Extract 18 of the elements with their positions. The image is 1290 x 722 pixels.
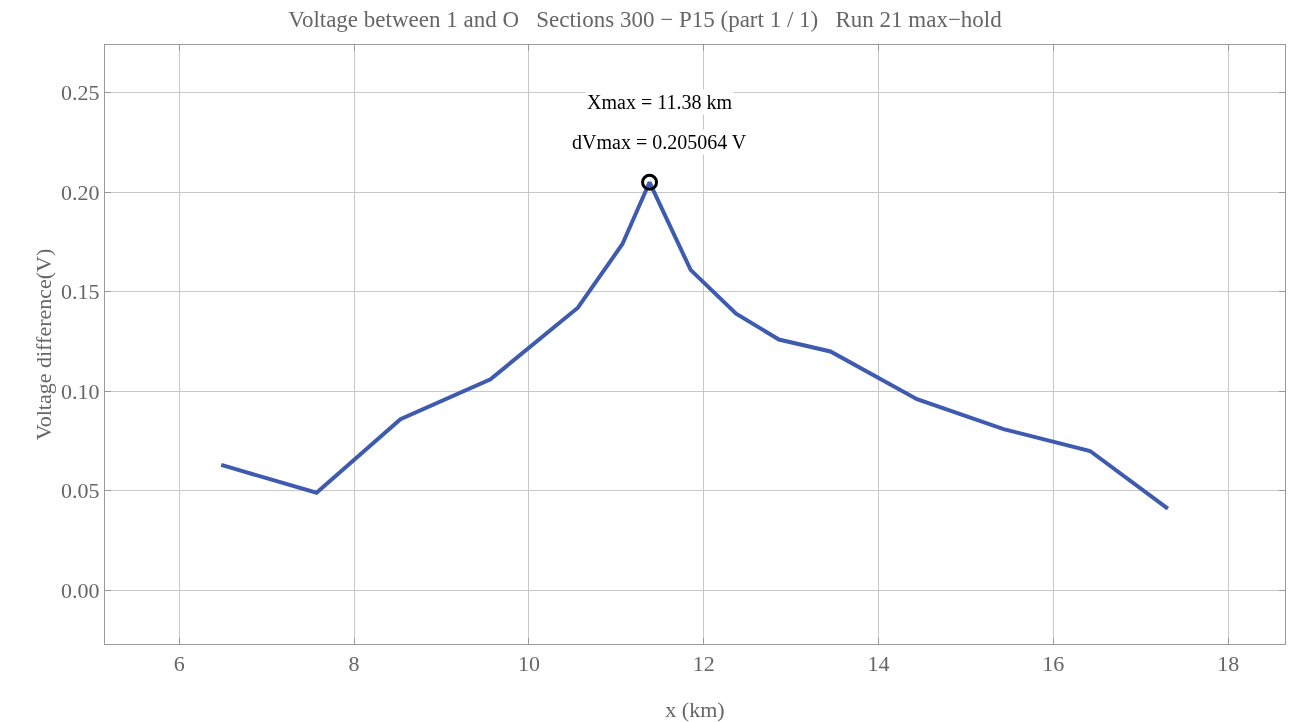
x-tick-label: 12 bbox=[692, 651, 715, 677]
x-tick-label: 18 bbox=[1217, 651, 1240, 677]
annotation: dVmax = 0.205064 V bbox=[572, 131, 747, 153]
y-tick-label: 0.00 bbox=[61, 577, 100, 603]
y-tick-label: 0.20 bbox=[61, 179, 100, 205]
x-tick-label: 6 bbox=[173, 651, 185, 677]
y-tick-label: 0.15 bbox=[61, 279, 100, 305]
y-tick-label: 0.25 bbox=[61, 80, 100, 106]
y-tick-label: 0.05 bbox=[61, 478, 100, 504]
x-tick-label: 14 bbox=[867, 651, 890, 677]
y-axis-title: Voltage difference(V) bbox=[31, 248, 56, 441]
x-tick-label: 16 bbox=[1042, 651, 1065, 677]
x-tick-label: 8 bbox=[348, 651, 360, 677]
annotation: Xmax = 11.38 km bbox=[587, 91, 733, 113]
chart-title: Voltage between 1 and O Sections 300 − P15 (part 1 / 1) Run 21 max−hold bbox=[288, 6, 1003, 32]
y-tick-label: 0.10 bbox=[61, 378, 100, 404]
x-tick-label: 10 bbox=[517, 651, 540, 677]
x-axis-title: x (km) bbox=[665, 697, 725, 722]
